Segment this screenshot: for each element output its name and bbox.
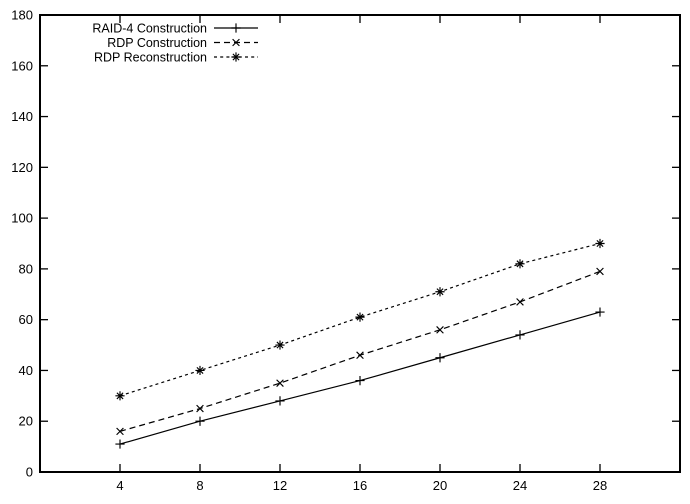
x-tick-label: 4 xyxy=(116,478,123,493)
x-tick-label: 12 xyxy=(273,478,287,493)
legend-label-raid-4-construction: RAID-4 Construction xyxy=(92,22,207,36)
y-tick-label: 20 xyxy=(19,414,33,429)
x-tick-label: 28 xyxy=(593,478,607,493)
legend-label-rdp-construction: RDP Construction xyxy=(107,36,207,50)
y-tick-label: 120 xyxy=(11,160,33,175)
y-tick-label: 40 xyxy=(19,363,33,378)
series-markers-raid-4-construction xyxy=(115,307,605,449)
x-tick-label: 8 xyxy=(196,478,203,493)
y-tick-label: 60 xyxy=(19,312,33,327)
legend-marker-rdp-reconstruction xyxy=(231,52,241,62)
y-tick-label: 100 xyxy=(11,211,33,226)
plot-border xyxy=(39,14,681,473)
series-markers-rdp-reconstruction xyxy=(115,238,605,401)
y-tick-label: 0 xyxy=(26,465,33,480)
y-tick-label: 80 xyxy=(19,261,33,276)
x-tick-label: 24 xyxy=(513,478,527,493)
series-line-rdp-construction xyxy=(119,270,601,432)
y-tick-label: 180 xyxy=(11,8,33,23)
legend-marker-raid-4-construction xyxy=(231,23,241,33)
x-tick-label: 20 xyxy=(433,478,447,493)
series-markers-rdp-construction xyxy=(116,267,604,436)
y-tick-label: 140 xyxy=(11,109,33,124)
x-tick-label: 16 xyxy=(353,478,367,493)
y-tick-label: 160 xyxy=(11,58,33,73)
legend-label-rdp-reconstruction: RDP Reconstruction xyxy=(94,51,207,65)
legend-marker-rdp-construction xyxy=(232,38,240,47)
